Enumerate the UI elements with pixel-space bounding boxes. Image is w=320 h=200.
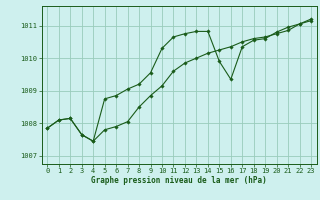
X-axis label: Graphe pression niveau de la mer (hPa): Graphe pression niveau de la mer (hPa) xyxy=(91,176,267,185)
